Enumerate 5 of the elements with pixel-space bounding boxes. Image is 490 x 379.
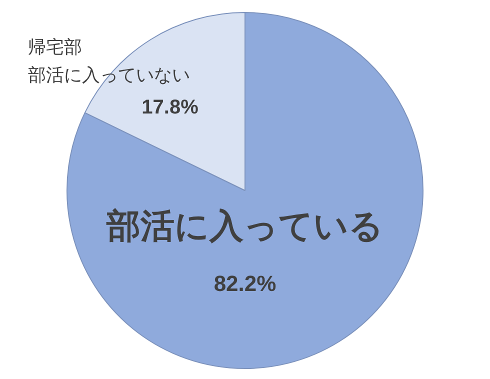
slice-label: 部活に入っていない (28, 64, 190, 85)
text: 帰宅部 (28, 36, 82, 57)
data-label: 82.2% (214, 271, 276, 296)
slice-label: 部活に入っている (106, 207, 384, 246)
data-label: 17.8% (142, 96, 199, 119)
